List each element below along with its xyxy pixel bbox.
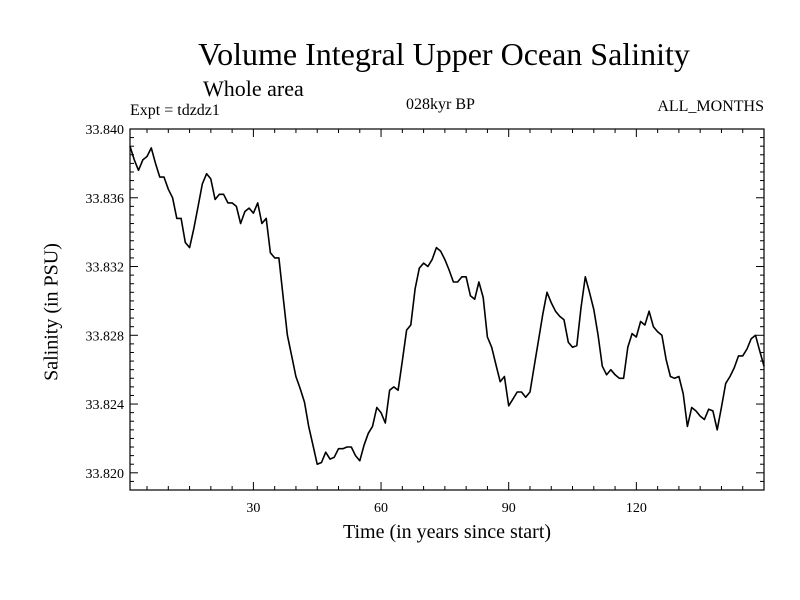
plot-frame — [129, 128, 765, 491]
x-tick-label: 120 — [626, 501, 647, 516]
x-tick-label: 60 — [374, 501, 388, 516]
x-tick-label: 30 — [246, 501, 260, 516]
period-label: 028kyr BP — [406, 96, 475, 113]
x-axis-label: Time (in years since start) — [342, 521, 552, 543]
experiment-label: Expt = tdzdz1 — [130, 102, 220, 119]
axis-tick-labels: 30 60 90 120 33.820 33.824 33.828 33.832 33.836 3… — [86, 123, 647, 516]
y-tick-label: 33.820 — [86, 467, 125, 482]
axis-ticks — [130, 128, 764, 491]
series-layer — [129, 145, 765, 466]
y-tick-label: 33.824 — [86, 398, 125, 413]
x-tick-label: 90 — [502, 501, 516, 516]
chart-title: Volume Integral Upper Ocean Salinity — [198, 36, 690, 72]
months-label: ALL_MONTHS — [657, 98, 764, 115]
salinity-series-line — [129, 145, 765, 466]
y-tick-label: 33.828 — [86, 329, 125, 344]
y-tick-label: 33.840 — [86, 123, 125, 138]
chart-subtitle: Whole area — [203, 76, 304, 101]
y-tick-label: 33.836 — [86, 192, 125, 207]
y-tick-label: 33.832 — [86, 261, 125, 276]
